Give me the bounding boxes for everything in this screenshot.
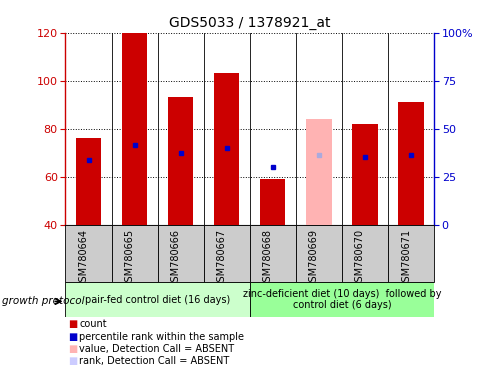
Text: GSM780671: GSM780671	[400, 229, 410, 288]
Bar	[65, 225, 111, 282]
Text: GSM780667: GSM780667	[216, 229, 226, 288]
Text: GSM780666: GSM780666	[170, 229, 180, 288]
Text: percentile rank within the sample: percentile rank within the sample	[79, 332, 243, 342]
Title: GDS5033 / 1378921_at: GDS5033 / 1378921_at	[169, 16, 330, 30]
Bar	[65, 282, 249, 317]
Bar	[341, 225, 387, 282]
Text: value, Detection Call = ABSENT: value, Detection Call = ABSENT	[79, 344, 234, 354]
Bar	[305, 119, 331, 225]
Bar	[249, 225, 295, 282]
Bar	[76, 138, 101, 225]
Text: growth protocol: growth protocol	[2, 296, 85, 306]
Bar	[351, 124, 377, 225]
Bar	[213, 73, 239, 225]
Text: rank, Detection Call = ABSENT: rank, Detection Call = ABSENT	[79, 356, 229, 366]
Text: GSM780670: GSM780670	[354, 229, 364, 288]
Bar	[167, 98, 193, 225]
Bar	[121, 33, 147, 225]
Text: count: count	[79, 319, 106, 329]
Bar	[157, 225, 203, 282]
Bar	[387, 225, 433, 282]
Text: GSM780665: GSM780665	[124, 229, 134, 288]
Text: ■: ■	[68, 319, 77, 329]
Bar	[295, 225, 341, 282]
Bar	[203, 225, 249, 282]
Bar	[397, 102, 423, 225]
Text: GSM780668: GSM780668	[262, 229, 272, 288]
Text: pair-fed control diet (16 days): pair-fed control diet (16 days)	[85, 295, 230, 305]
Bar	[259, 179, 285, 225]
Bar	[111, 225, 157, 282]
Text: ■: ■	[68, 356, 77, 366]
Text: GSM780664: GSM780664	[78, 229, 88, 288]
Text: ■: ■	[68, 344, 77, 354]
Text: ■: ■	[68, 332, 77, 342]
Text: GSM780669: GSM780669	[308, 229, 318, 288]
Text: zinc-deficient diet (10 days)  followed by
control diet (6 days): zinc-deficient diet (10 days) followed b…	[242, 289, 440, 310]
Bar	[249, 282, 433, 317]
